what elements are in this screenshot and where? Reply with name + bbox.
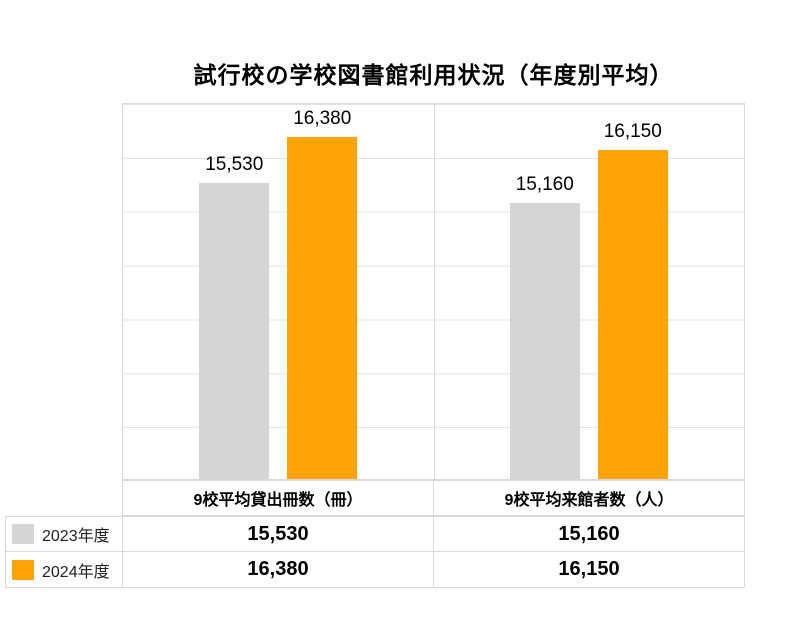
table-header-row: 9校平均貸出冊数（冊） 9校平均来館者数（人）	[122, 480, 745, 516]
bar-label-2024-visitors: 16,150	[603, 120, 662, 142]
legend-label-2024: 2024年度	[42, 563, 110, 581]
chart-title: 試行校の学校図書館利用状況（年度別平均）	[193, 62, 674, 88]
table-row-2023: 2023年度 15,530 15,160	[5, 516, 745, 552]
legend-cell-2024: 2024年度	[6, 552, 123, 587]
table-header-visitors: 9校平均来館者数（人）	[504, 492, 674, 509]
legend-swatch-2024	[12, 559, 34, 580]
table-header-loans: 9校平均貸出冊数（冊）	[123, 481, 434, 515]
table-row-2024: 2024年度 16,380 16,150	[5, 552, 745, 588]
bar-group-loans: 15,530 16,380	[123, 104, 434, 479]
legend-cell-2023: 2023年度	[6, 517, 123, 551]
category-divider-line	[433, 104, 435, 479]
bar-label-2024-loans: 16,380	[293, 108, 352, 130]
bar-label-2023-visitors: 15,160	[515, 173, 574, 195]
value-2024-loans: 16,380	[123, 552, 434, 587]
plot-area: 15,530 16,380 15,160 16,150	[122, 103, 745, 480]
bar-2024-visitors: 16,150	[597, 121, 668, 479]
value-2023-visitors: 15,160	[558, 522, 620, 545]
bar-label-2023-loans: 15,530	[205, 153, 264, 175]
legend-label-2023: 2023年度	[42, 528, 110, 545]
value-2024-visitors: 16,150	[558, 558, 620, 580]
legend-swatch-2023	[12, 524, 34, 544]
bar-group-visitors: 15,160 16,150	[434, 104, 745, 479]
bar-2023-loans: 15,530	[199, 154, 270, 479]
bar-2024-loans: 16,380	[287, 108, 358, 479]
value-2023-loans: 15,530	[123, 517, 434, 551]
bar-2023-visitors: 15,160	[509, 174, 580, 479]
